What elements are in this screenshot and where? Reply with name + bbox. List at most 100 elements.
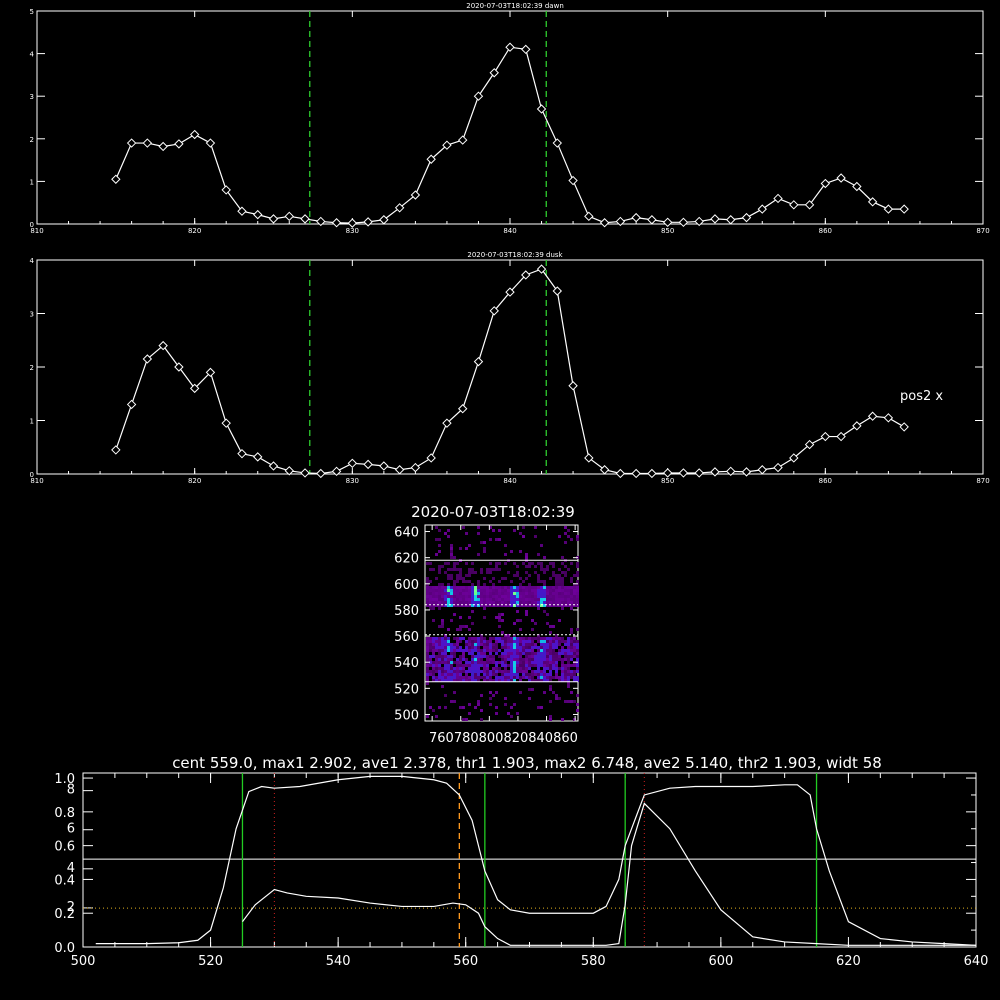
- heat-pixel: [567, 667, 570, 670]
- heat-pixel: [531, 679, 534, 682]
- data-point-marker: [773, 193, 783, 204]
- heat-pixel: [435, 667, 438, 670]
- heat-pixel: [558, 637, 561, 640]
- heat-pixel: [426, 580, 429, 583]
- heat-pixel: [513, 589, 516, 592]
- heat-pixel: [489, 604, 492, 607]
- heat-pixel: [510, 586, 513, 589]
- data-point-marker: [521, 44, 531, 55]
- heat-pixel: [474, 646, 477, 649]
- heatmap-image: [426, 526, 579, 721]
- heat-pixel: [555, 667, 558, 670]
- heat-pixel: [459, 625, 462, 628]
- heat-pixel: [534, 592, 537, 595]
- heat-pixel: [564, 652, 567, 655]
- heat-pixel: [564, 565, 567, 568]
- heat-pixel: [504, 604, 507, 607]
- heat-pixel: [444, 634, 447, 637]
- heat-pixel: [489, 691, 492, 694]
- heat-pixel: [567, 679, 570, 682]
- heat-pixel: [534, 601, 537, 604]
- heat-pixel: [528, 658, 531, 661]
- heat-pixel: [540, 595, 543, 598]
- heat-pixel: [531, 643, 534, 646]
- heat-pixel: [486, 658, 489, 661]
- y-tick-label: 1.0: [54, 772, 75, 787]
- heat-pixel: [555, 634, 558, 637]
- heat-pixel: [504, 544, 507, 547]
- heat-pixel: [552, 691, 555, 694]
- heat-pixel: [546, 640, 549, 643]
- heat-pixel: [576, 655, 579, 658]
- heat-pixel: [495, 673, 498, 676]
- heat-pixel: [492, 589, 495, 592]
- heat-pixel: [540, 598, 543, 601]
- heat-pixel: [495, 706, 498, 709]
- heat-pixel: [513, 622, 516, 625]
- heat-pixel: [480, 592, 483, 595]
- heat-pixel: [429, 655, 432, 658]
- heat-pixel: [462, 664, 465, 667]
- heat-pixel: [528, 655, 531, 658]
- heat-pixel: [483, 616, 486, 619]
- heat-pixel: [429, 586, 432, 589]
- heat-pixel: [570, 604, 573, 607]
- heat-pixel: [543, 664, 546, 667]
- heat-pixel: [429, 646, 432, 649]
- heat-pixel: [561, 679, 564, 682]
- heat-pixel: [468, 661, 471, 664]
- heat-pixel: [438, 604, 441, 607]
- heat-pixel: [561, 646, 564, 649]
- y-tick-label: 540: [394, 656, 419, 671]
- heat-pixel: [435, 589, 438, 592]
- heat-pixel: [555, 661, 558, 664]
- heat-pixel: [519, 664, 522, 667]
- heat-pixel: [519, 646, 522, 649]
- heat-pixel: [564, 592, 567, 595]
- heat-pixel: [492, 670, 495, 673]
- heat-pixel: [504, 562, 507, 565]
- heat-pixel: [528, 595, 531, 598]
- heat-pixel: [429, 607, 432, 610]
- heat-pixel: [429, 601, 432, 604]
- heat-pixel: [507, 712, 510, 715]
- heat-pixel: [570, 601, 573, 604]
- heat-pixel: [483, 583, 486, 586]
- heat-pixel: [471, 601, 474, 604]
- heat-pixel: [495, 640, 498, 643]
- heat-pixel: [465, 586, 468, 589]
- heat-pixel: [474, 649, 477, 652]
- heat-pixel: [432, 598, 435, 601]
- heat-pixel: [549, 655, 552, 658]
- heat-pixel: [456, 628, 459, 631]
- heat-pixel: [516, 649, 519, 652]
- heat-pixel: [540, 568, 543, 571]
- heat-pixel: [435, 655, 438, 658]
- heat-pixel: [546, 655, 549, 658]
- heat-pixel: [483, 607, 486, 610]
- heat-pixel: [498, 538, 501, 541]
- heat-pixel: [567, 658, 570, 661]
- heat-pixel: [519, 661, 522, 664]
- heat-pixel: [459, 664, 462, 667]
- heat-pixel: [456, 580, 459, 583]
- heat-pixel: [471, 568, 474, 571]
- heat-pixel: [498, 625, 501, 628]
- heat-pixel: [519, 643, 522, 646]
- heat-pixel: [534, 637, 537, 640]
- heat-pixel: [444, 562, 447, 565]
- heat-pixel: [453, 661, 456, 664]
- heat-pixel: [447, 637, 450, 640]
- heat-pixel: [462, 601, 465, 604]
- heat-pixel: [540, 604, 543, 607]
- data-point-marker: [662, 217, 673, 228]
- heat-pixel: [450, 700, 453, 703]
- y-tick-label: 1: [30, 418, 34, 426]
- heat-pixel: [453, 592, 456, 595]
- heat-pixel: [573, 652, 576, 655]
- heat-pixel: [531, 604, 534, 607]
- heat-pixel: [480, 658, 483, 661]
- heat-pixel: [537, 589, 540, 592]
- heat-pixel: [558, 679, 561, 682]
- heat-pixel: [447, 649, 450, 652]
